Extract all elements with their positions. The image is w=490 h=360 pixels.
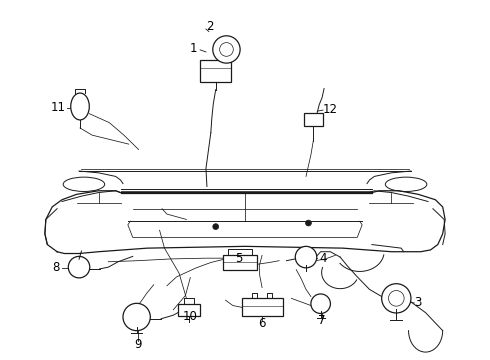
Ellipse shape	[71, 93, 89, 120]
Text: 7: 7	[318, 314, 326, 328]
Circle shape	[382, 284, 411, 313]
Bar	[178, 304, 199, 316]
Text: 3: 3	[415, 296, 422, 309]
Bar	[223, 255, 257, 270]
Bar	[242, 298, 283, 316]
Circle shape	[389, 291, 404, 306]
Circle shape	[311, 294, 330, 314]
Bar	[200, 60, 231, 82]
Text: 6: 6	[258, 317, 266, 330]
Circle shape	[123, 303, 150, 330]
Text: 4: 4	[319, 252, 327, 265]
Circle shape	[306, 220, 311, 226]
Circle shape	[295, 246, 317, 268]
Text: 11: 11	[51, 101, 66, 114]
Text: 5: 5	[236, 252, 243, 265]
Bar	[304, 113, 323, 126]
Text: 10: 10	[183, 310, 198, 324]
Text: 12: 12	[323, 103, 338, 116]
Text: 1: 1	[190, 41, 197, 54]
Text: 9: 9	[134, 338, 142, 351]
Circle shape	[220, 42, 233, 56]
Circle shape	[213, 36, 240, 63]
Circle shape	[213, 224, 219, 230]
Text: 2: 2	[206, 20, 214, 33]
Text: 8: 8	[52, 261, 59, 274]
Circle shape	[68, 256, 90, 278]
